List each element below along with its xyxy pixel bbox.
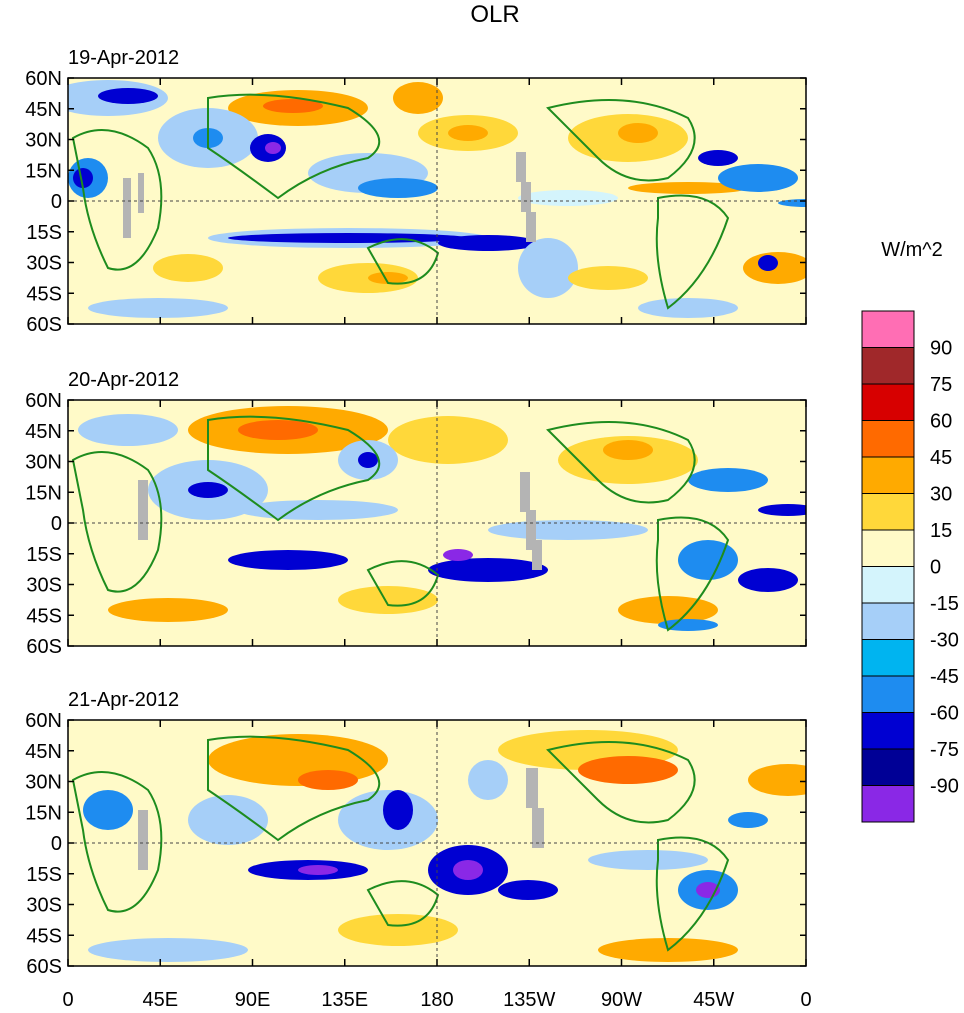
legend-color-box [861, 602, 915, 640]
lon-tick-label: 90E [235, 989, 271, 1011]
panel-date-label: 21-Apr-2012 [68, 689, 179, 711]
lat-tick-label: 30N [25, 772, 62, 794]
lat-tick-label: 45S [26, 925, 62, 947]
lat-tick-label: 30N [25, 452, 62, 474]
lat-tick-label: 45S [26, 283, 62, 305]
lat-tick-label: 30S [26, 895, 62, 917]
legend-color-box [861, 748, 915, 786]
lat-tick-label: 0 [51, 191, 62, 213]
legend-value-label: 60 [930, 411, 952, 433]
legend-color-box [861, 675, 915, 713]
lon-tick-label: 0 [62, 989, 73, 1011]
lat-tick-label: 15N [25, 160, 62, 182]
legend-color-box [861, 456, 915, 494]
lat-tick-label: 45N [25, 421, 62, 443]
map-panel-21apr: 21-Apr-2012 [67, 689, 807, 967]
lat-tick-label: 15N [25, 802, 62, 824]
legend-value-label: 45 [930, 447, 952, 469]
legend-color-box [861, 420, 915, 458]
legend-color-box [861, 493, 915, 531]
lat-tick-label: 15S [26, 222, 62, 244]
map-panel-20apr: 20-Apr-2012 [67, 369, 807, 647]
legend-value-label: -45 [930, 666, 959, 688]
lon-tick-label: 45W [693, 989, 734, 1011]
lat-tick-label: 30N [25, 130, 62, 152]
olr-anomaly-field [83, 730, 806, 962]
olr-anomaly-field [78, 406, 806, 631]
color-legend: 90 75 60 45 30 15 0 -15 -30 -45 -60 -75 -90 [861, 310, 959, 823]
missing-data-mask [138, 472, 542, 570]
legend-color-box [861, 383, 915, 421]
lat-tick-label: 15S [26, 544, 62, 566]
figure-title: OLR [470, 1, 519, 28]
legend-value-label: 15 [930, 520, 952, 542]
lon-tick-label: 90W [601, 989, 642, 1011]
legend-color-box [861, 347, 915, 385]
legend-value-label: -15 [930, 593, 959, 615]
legend-value-label: -60 [930, 703, 959, 725]
legend-color-box [861, 310, 915, 348]
lon-tick-label: 135W [503, 989, 555, 1011]
legend-value-label: 30 [930, 484, 952, 506]
legend-value-label: 75 [930, 374, 952, 396]
lon-tick-label: 45E [142, 989, 178, 1011]
legend-unit-label: W/m^2 [881, 239, 943, 261]
land-outline [71, 735, 730, 952]
lat-tick-label: 0 [51, 513, 62, 535]
panel-date-label: 20-Apr-2012 [68, 369, 179, 391]
land-outline [71, 93, 730, 310]
olr-anomaly-field [68, 80, 806, 318]
lon-tick-label: 180 [420, 989, 453, 1011]
legend-color-box [861, 639, 915, 677]
legend-color-box [861, 566, 915, 604]
land-outline [71, 415, 730, 632]
legend-value-label: -30 [930, 630, 959, 652]
legend-color-box [861, 529, 915, 567]
lat-tick-label: 45N [25, 741, 62, 763]
missing-data-mask [123, 152, 536, 242]
lat-tick-label: 60N [25, 710, 62, 732]
lat-tick-label: 15N [25, 482, 62, 504]
lon-tick-label: 135E [321, 989, 368, 1011]
axis-labels: 60N 45N 30N 15N 0 15S 30S 45S 60S 60N 45N 30N 15N 0 15… [25, 68, 811, 1011]
legend-color-box [861, 712, 915, 750]
legend-value-label: 90 [930, 338, 952, 360]
legend-value-label: -90 [930, 776, 959, 798]
legend-value-label: -75 [930, 739, 959, 761]
lat-tick-label: 60N [25, 390, 62, 412]
legend-value-label: 0 [930, 557, 941, 579]
missing-data-mask [138, 768, 544, 870]
lat-tick-label: 15S [26, 864, 62, 886]
lat-tick-label: 45N [25, 99, 62, 121]
lat-tick-label: 60N [25, 68, 62, 90]
lat-tick-label: 30S [26, 253, 62, 275]
map-panel-19apr: 19-Apr-2012 [67, 47, 807, 325]
lat-tick-label: 60S [26, 314, 62, 336]
lat-tick-label: 0 [51, 833, 62, 855]
panel-date-label: 19-Apr-2012 [68, 47, 179, 69]
legend-color-box [861, 785, 915, 823]
lat-tick-label: 60S [26, 636, 62, 658]
lat-tick-label: 60S [26, 956, 62, 978]
lat-tick-label: 45S [26, 605, 62, 627]
lon-tick-label: 0 [800, 989, 811, 1011]
lat-tick-label: 30S [26, 575, 62, 597]
